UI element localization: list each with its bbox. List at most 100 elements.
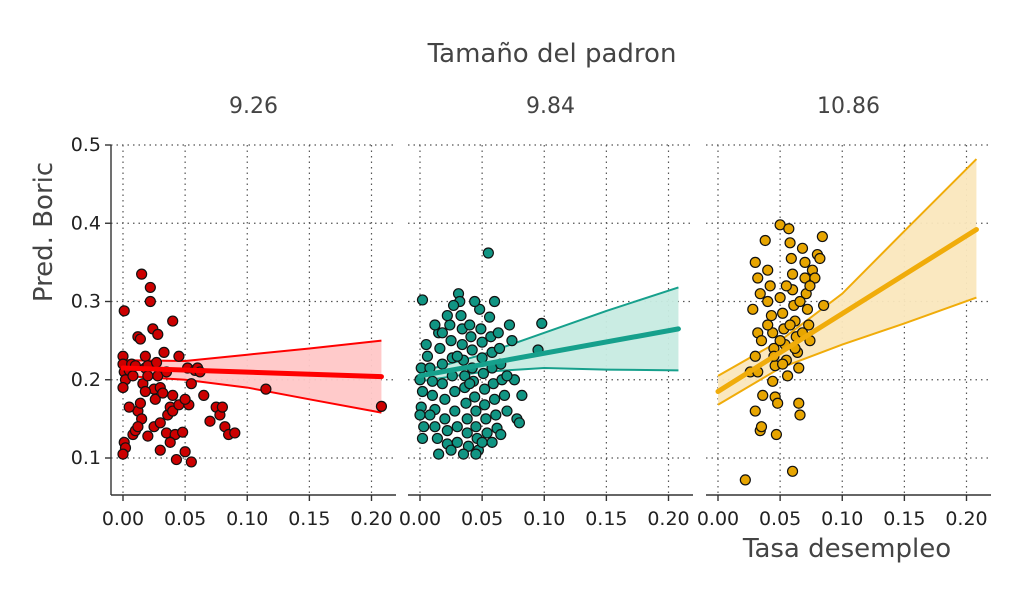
data-point	[488, 295, 501, 308]
facet-panel: 9.84 0.00 0.05 0.10 0.15 0.20	[399, 94, 693, 530]
data-point	[466, 344, 478, 356]
data-point	[436, 378, 448, 390]
facet-title: 10.86	[817, 94, 880, 119]
x-tick-label: 0.10	[523, 508, 565, 530]
data-point	[784, 237, 796, 249]
data-point	[157, 387, 169, 399]
data-point	[786, 268, 799, 280]
data-point	[449, 385, 461, 398]
data-point	[747, 303, 759, 315]
data-point	[418, 421, 430, 433]
data-point	[127, 370, 139, 382]
data-point	[739, 474, 751, 486]
data-point	[492, 327, 504, 339]
data-point	[479, 399, 491, 411]
facet-title: 9.26	[229, 94, 278, 119]
data-point	[781, 370, 794, 382]
data-point	[139, 350, 151, 362]
data-point	[777, 358, 789, 370]
data-point	[167, 389, 179, 401]
data-point	[173, 350, 185, 362]
data-point	[476, 352, 488, 364]
data-point	[451, 421, 463, 433]
data-point	[506, 335, 518, 347]
data-point	[774, 335, 786, 347]
x-tick-label: 0.20	[350, 508, 392, 530]
data-point	[154, 417, 166, 429]
data-point	[431, 432, 443, 445]
data-point	[459, 370, 471, 382]
ci-lower-line	[122, 374, 382, 414]
data-point	[749, 405, 761, 417]
data-point	[445, 444, 457, 456]
data-point	[479, 383, 491, 395]
data-point	[260, 383, 272, 395]
data-point	[765, 309, 778, 322]
data-point	[420, 338, 432, 351]
data-point	[503, 319, 516, 331]
data-point	[474, 303, 486, 315]
data-point	[755, 335, 768, 347]
data-point	[752, 272, 764, 284]
ci-lower-line	[717, 296, 977, 406]
data-point	[469, 295, 481, 308]
data-point	[786, 465, 799, 477]
data-point	[150, 356, 163, 369]
y-tick-label: 0.2	[71, 369, 101, 391]
ci-upper-line	[122, 339, 382, 362]
data-point	[185, 378, 197, 390]
data-point	[465, 331, 477, 343]
fit-line	[417, 326, 681, 379]
data-point	[486, 436, 498, 448]
x-axis-title: Tasa desempleo	[742, 534, 951, 564]
data-point	[803, 319, 815, 331]
data-point	[536, 317, 548, 330]
facet-title: 9.84	[526, 94, 575, 119]
data-point	[456, 338, 468, 351]
data-point	[177, 426, 189, 438]
data-point	[475, 323, 487, 335]
data-point	[501, 370, 513, 382]
data-point	[780, 280, 792, 292]
x-tick-label: 0.10	[226, 508, 268, 530]
data-point	[142, 370, 154, 382]
data-point	[451, 350, 463, 362]
data-point	[123, 401, 135, 413]
x-tick-label: 0.10	[821, 508, 863, 530]
data-point	[814, 252, 826, 265]
data-point	[469, 391, 481, 403]
data-point	[482, 247, 494, 259]
data-point	[451, 436, 463, 448]
data-point	[767, 327, 779, 339]
data-point	[445, 335, 457, 347]
data-point	[167, 315, 179, 327]
data-point	[464, 319, 476, 331]
data-point	[414, 409, 426, 421]
data-point	[759, 234, 771, 247]
y-tick-label: 0.5	[71, 134, 101, 156]
data-point	[179, 393, 191, 405]
data-point	[796, 242, 809, 254]
y-tick-label: 0.3	[71, 291, 101, 313]
x-tick-label: 0.05	[759, 508, 801, 530]
data-point	[770, 428, 782, 441]
data-point	[754, 288, 766, 300]
data-point	[179, 446, 191, 458]
data-point	[144, 295, 156, 308]
facet-panel: 9.26 0.00 0.05 0.10 0.15 0.20	[102, 94, 396, 530]
data-point	[801, 303, 814, 315]
x-tick-label: 0.05	[461, 508, 503, 530]
data-point	[762, 295, 774, 308]
data-point	[804, 280, 816, 292]
x-tick-label: 0.20	[945, 508, 987, 530]
data-point	[816, 230, 828, 243]
y-axis: 0.1 0.2 0.3 0.4 0.5	[71, 134, 112, 495]
data-point	[464, 378, 476, 390]
confidence-band	[123, 340, 382, 413]
data-point	[762, 319, 774, 331]
data-point	[134, 333, 146, 345]
data-point	[449, 405, 461, 417]
data-point	[117, 448, 129, 460]
data-point	[426, 375, 439, 387]
data-point	[470, 405, 482, 417]
